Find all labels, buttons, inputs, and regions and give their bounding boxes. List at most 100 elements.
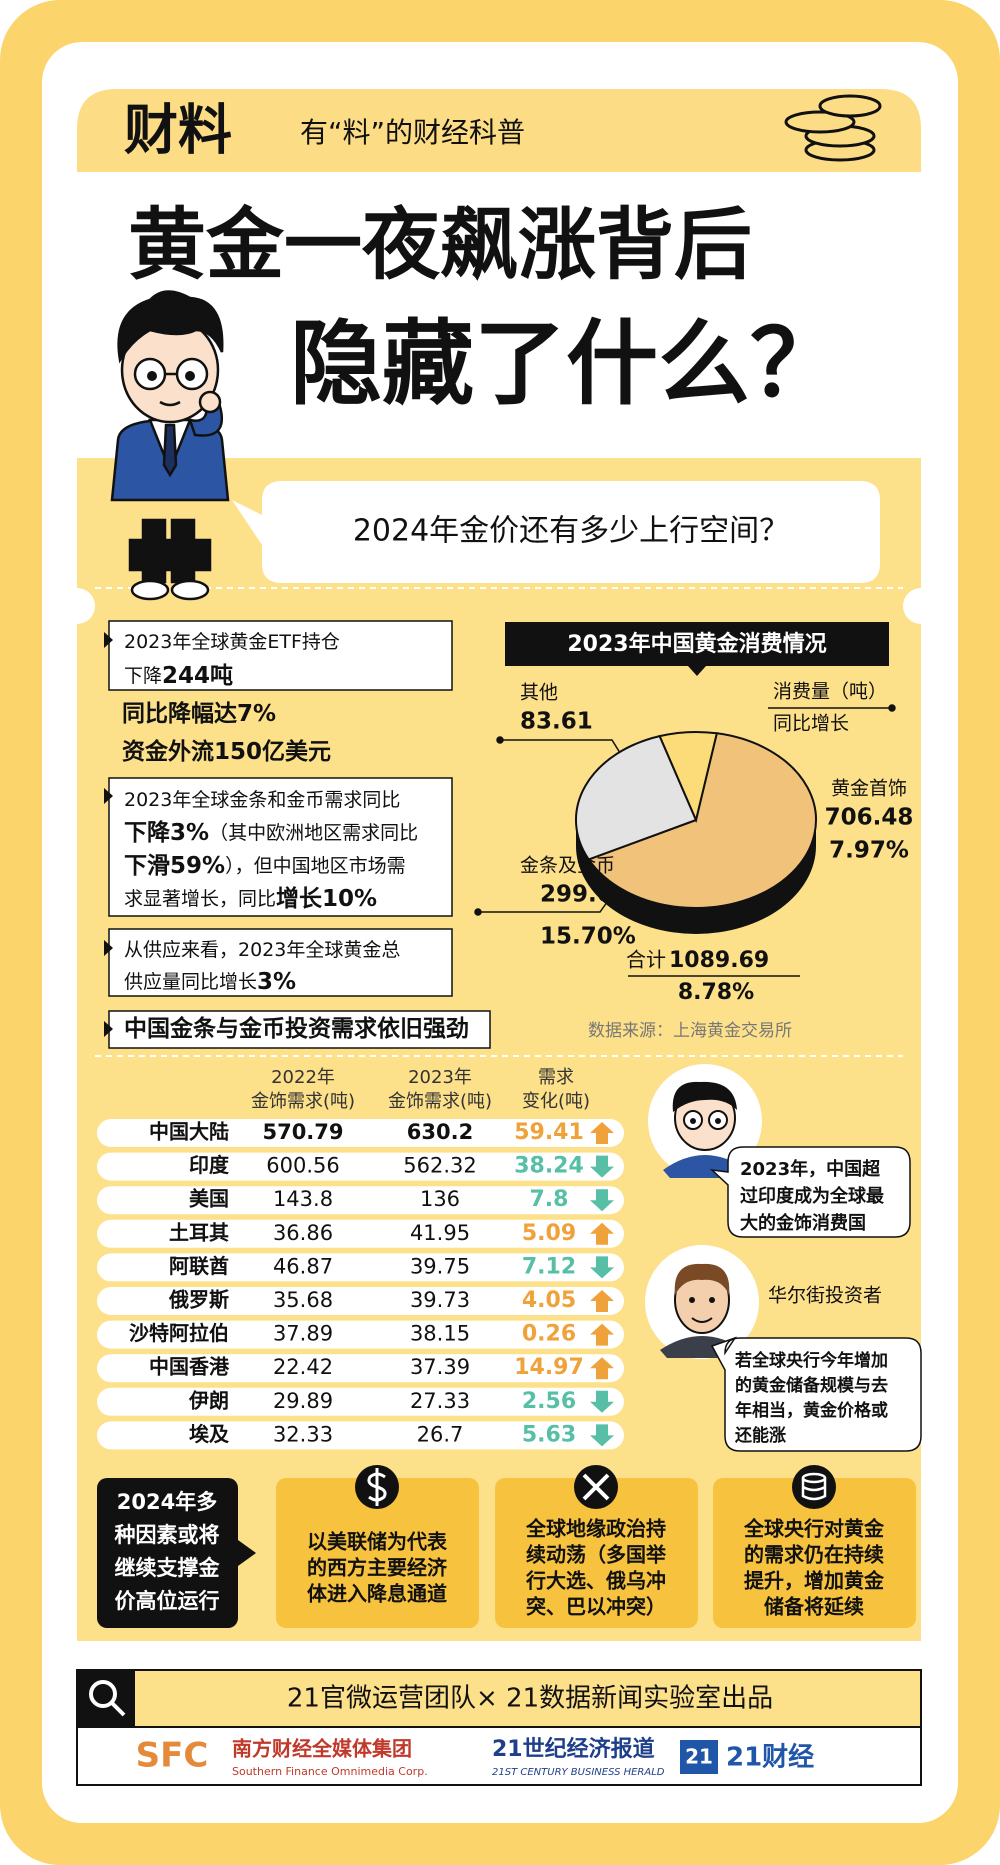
pie-slice xyxy=(574,734,698,861)
text-run: 求显著增长，同比 xyxy=(124,888,276,910)
change: 7.8 xyxy=(530,1187,569,1212)
total-label: 合计 xyxy=(626,948,666,972)
fact-line: 2023年全球金条和金币需求同比 xyxy=(124,789,400,811)
cell: 136 xyxy=(420,1187,460,1211)
total-value: 1089.69 xyxy=(669,948,769,973)
row-background xyxy=(97,1387,624,1416)
driver-line: 续动荡（多国举 xyxy=(526,1543,667,1567)
source: 数据来源：上海黄金交易所 xyxy=(588,1021,792,1041)
text-run: ），但中国地区市场需 xyxy=(225,855,406,877)
cell: 32.33 xyxy=(273,1422,333,1446)
change: 5.09 xyxy=(522,1221,576,1246)
fact-line: 中国金条与金币投资需求依旧强劲 xyxy=(124,1015,469,1042)
cell: 600.56 xyxy=(266,1154,339,1178)
logo-text: 21财经 xyxy=(726,1742,814,1773)
fact-line: 下降244吨 xyxy=(124,663,233,689)
cell: 570.79 xyxy=(262,1120,343,1144)
driver-lead: 种因素或将 xyxy=(114,1523,220,1547)
text-run: 从供应来看，2023年全球黄金总 xyxy=(124,939,400,961)
driver-lead-box xyxy=(97,1478,238,1628)
fact-line: 2023年全球黄金ETF持仓 xyxy=(124,631,340,653)
note-line: 过印度成为全球最 xyxy=(740,1185,885,1207)
driver-line: 体进入降息通道 xyxy=(307,1582,447,1606)
logo-text: Southern Finance Omnimedia Corp. xyxy=(232,1765,428,1778)
question-bubble xyxy=(232,481,880,583)
trend-arrow xyxy=(590,1189,614,1212)
quote-line: 若全球央行今年增加 xyxy=(734,1350,888,1371)
pie-title-pointer xyxy=(688,666,706,676)
logo-text: 21世纪经济报道 xyxy=(492,1736,655,1762)
pie-slice xyxy=(587,732,817,909)
region: 中国香港 xyxy=(149,1355,230,1379)
header-band xyxy=(77,89,921,172)
slice-value: 83.61 xyxy=(520,709,593,735)
change: 7.12 xyxy=(522,1254,576,1279)
trend-arrow xyxy=(590,1323,614,1346)
text-run: 2023年全球金条和金币需求同比 xyxy=(124,789,400,811)
fact-line: 下降3%（其中欧洲地区需求同比 xyxy=(124,820,418,846)
pie-title: 2023年中国黄金消费情况 xyxy=(567,631,826,657)
row-background xyxy=(97,1152,624,1181)
driver-line: 以美联储为代表 xyxy=(307,1530,448,1554)
text-run: 下降 xyxy=(124,665,162,687)
quote-line: 的黄金储备规模与去 xyxy=(735,1375,888,1396)
fact-boxes xyxy=(108,620,491,1049)
notch xyxy=(59,588,95,624)
trend-arrow xyxy=(590,1155,614,1178)
change: 59.41 xyxy=(514,1120,584,1145)
driver-line: 全球央行对黄金 xyxy=(743,1517,885,1541)
fact-line: 同比降幅达7% xyxy=(122,701,276,727)
cell: 143.8 xyxy=(273,1187,333,1211)
region: 沙特阿拉伯 xyxy=(129,1321,229,1345)
driver-line: 储备将延续 xyxy=(764,1595,864,1619)
text-run: 增长10% xyxy=(276,885,377,912)
cell: 26.7 xyxy=(417,1422,464,1446)
logo-box xyxy=(680,1740,718,1774)
cell: 35.68 xyxy=(273,1288,333,1312)
region: 印度 xyxy=(189,1153,230,1177)
cartoon-character xyxy=(110,290,230,601)
title-line: 隐藏了什么？ xyxy=(290,310,842,417)
row-background xyxy=(97,1219,624,1248)
text-run: 中国金条与金币投资需求依旧强劲 xyxy=(124,1015,469,1042)
change: 2.56 xyxy=(522,1389,576,1414)
text-run: 2023年全球黄金ETF持仓 xyxy=(124,631,340,653)
driver-line: 突、巴以冲突） xyxy=(526,1595,666,1619)
trend-arrow xyxy=(590,1122,614,1144)
speaker: 华尔街投资者 xyxy=(768,1285,882,1307)
slice-growth: 7.97% xyxy=(829,838,909,864)
row-background xyxy=(97,1320,624,1349)
driver-lead: 继续支撑金 xyxy=(115,1556,221,1580)
column-header: 需求 xyxy=(538,1067,574,1088)
note-bubble xyxy=(709,1146,911,1238)
total-growth: 8.78% xyxy=(678,980,754,1005)
row-background xyxy=(97,1186,624,1215)
trend-arrow xyxy=(590,1390,614,1413)
column-header: 2023年 xyxy=(408,1067,472,1088)
legend-label: 消费量（吨） xyxy=(773,681,887,703)
driver-line: 的需求仍在持续 xyxy=(744,1543,884,1567)
region: 土耳其 xyxy=(169,1220,229,1244)
fact-line: 从供应来看，2023年全球黄金总 xyxy=(124,939,400,961)
note-line: 大的金饰消费国 xyxy=(740,1212,866,1234)
cell: 37.89 xyxy=(273,1322,333,1346)
column-header: 变化(吨) xyxy=(522,1091,590,1112)
cell: 39.73 xyxy=(410,1288,470,1312)
notch xyxy=(903,588,939,624)
cell: 37.39 xyxy=(410,1355,470,1379)
slice-name: 其他 xyxy=(520,682,558,704)
region: 阿联酋 xyxy=(169,1254,229,1278)
cell: 22.42 xyxy=(273,1355,333,1379)
question: 2024年金价还有多少上行空间？ xyxy=(353,514,789,549)
region: 伊朗 xyxy=(188,1388,229,1412)
credit: 21官微运营团队× 21数据新闻实验室出品 xyxy=(287,1684,773,1714)
slice-name: 金条及金币 xyxy=(520,855,615,877)
cell: 41.95 xyxy=(410,1221,470,1245)
text-run: 下降3% xyxy=(124,820,209,846)
row-background xyxy=(97,1354,624,1383)
driver-lead: 2024年多 xyxy=(117,1490,217,1514)
pie-chart xyxy=(574,731,817,934)
region: 俄罗斯 xyxy=(168,1288,229,1312)
